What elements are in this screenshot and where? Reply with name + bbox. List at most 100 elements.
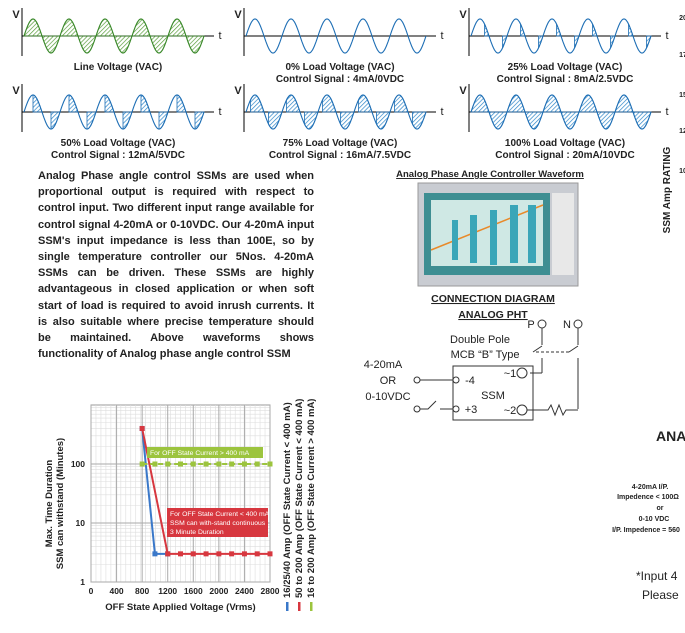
x-tick-label: 1200 <box>158 586 177 596</box>
axis-v: V <box>459 85 467 97</box>
device-name: ANALOG PHT <box>458 309 528 321</box>
wave-caption: 100% Load Voltage (VAC) <box>505 138 625 149</box>
legend-swatch <box>286 602 289 611</box>
side-footer: *Input 4 <box>636 569 678 583</box>
series-marker <box>267 461 273 467</box>
wave-signal: Control Signal : 20mA/10VDC <box>495 150 634 161</box>
series-marker <box>229 461 235 467</box>
axis-t: t <box>665 106 668 118</box>
side-axis-title: SSM Amp RATING <box>662 146 673 233</box>
side-tick: 10 <box>679 168 685 175</box>
side-note: I/P. Impedence = 560 <box>612 527 680 534</box>
wave-caption: 25% Load Voltage (VAC) <box>508 62 623 73</box>
side-tick: 12 <box>679 128 685 135</box>
legend-label: 16/25/40 Amp (OFF State Current < 400 mA… <box>282 402 293 598</box>
axis-t: t <box>440 30 443 42</box>
side-note: or <box>657 505 664 512</box>
series-marker <box>139 461 145 467</box>
legend-swatch <box>298 602 301 611</box>
series-marker <box>139 425 145 431</box>
legend-swatch <box>310 602 313 611</box>
side-note: Impedence < 100Ω <box>617 494 679 501</box>
axis-t: t <box>218 106 221 118</box>
annotation: SSM can with-stand continuous <box>170 520 266 527</box>
x-tick-label: 0 <box>89 586 94 596</box>
side-note: 0-10 VDC <box>639 516 670 523</box>
wave-signal: Control Signal : 12mA/5VDC <box>51 150 185 161</box>
wave <box>245 18 427 54</box>
annotation: 3 Minute Duration <box>170 529 224 536</box>
ssm-label: SSM <box>481 390 505 402</box>
wave <box>470 18 652 54</box>
annotation-box <box>147 447 263 458</box>
breaker: Double Pole <box>450 334 510 346</box>
connection-title: CONNECTION DIAGRAM <box>431 293 555 305</box>
axis-v: V <box>459 9 467 21</box>
terminal-n: N <box>563 319 571 331</box>
x-tick-label: 2800 <box>261 586 280 596</box>
y-tick-label: 1 <box>80 577 85 587</box>
y-tick-label: 10 <box>76 518 86 528</box>
scope-title: Analog Phase Angle Controller Waveform <box>396 169 584 180</box>
y-axis-label: SSM can withstand (Minutes) <box>55 438 66 569</box>
series-line <box>141 428 270 555</box>
series-marker <box>241 461 247 467</box>
ssm-terminal: ~2 <box>504 405 517 417</box>
series-marker <box>165 461 171 467</box>
wave-signal: Control Signal : 8mA/2.5VDC <box>497 74 634 85</box>
axis <box>243 8 436 56</box>
series-marker <box>254 461 260 467</box>
axis-t: t <box>665 30 668 42</box>
side-footer: Please <box>642 588 679 602</box>
ssm-terminal: +3 <box>465 404 478 416</box>
series-marker <box>152 461 158 467</box>
series-marker <box>229 551 235 557</box>
y-axis-label: Max. Time Duration <box>44 460 55 548</box>
description: Analog Phase angle control SSMs are used… <box>38 170 314 361</box>
ssm-terminal: ~1 <box>504 368 517 380</box>
wave <box>470 94 652 130</box>
axis-v: V <box>12 9 20 21</box>
series-marker <box>152 551 158 557</box>
series-marker <box>241 551 247 557</box>
axis-v: V <box>12 85 20 97</box>
side-tick: 15 <box>679 92 685 99</box>
x-tick-label: 2000 <box>209 586 228 596</box>
series-marker <box>216 551 222 557</box>
side-tick: 20 <box>679 15 685 22</box>
wave-signal: Control Signal : 16mA/7.5VDC <box>269 150 411 161</box>
wave-caption: 50% Load Voltage (VAC) <box>61 138 176 149</box>
wave <box>23 18 205 54</box>
annotation: For OFF State Current > 400 mA <box>150 450 250 457</box>
legend-label: 50 to 200 Amp (OFF State Current < 400 m… <box>294 399 305 598</box>
series-marker <box>216 461 222 467</box>
input-label: OR <box>380 375 397 387</box>
wave-caption: 75% Load Voltage (VAC) <box>283 138 398 149</box>
oscilloscope <box>417 182 579 287</box>
x-tick-label: 1600 <box>184 586 203 596</box>
breaker: MCB “B” Type <box>451 349 520 361</box>
ssm-terminal: -4 <box>465 375 475 387</box>
axis-t: t <box>440 106 443 118</box>
wave-caption: Line Voltage (VAC) <box>74 62 163 73</box>
series-marker <box>178 461 183 467</box>
wave <box>23 94 205 130</box>
connection-wiring <box>413 319 583 421</box>
input-label: 4-20mA <box>364 359 403 371</box>
x-tick-label: 800 <box>135 586 149 596</box>
series-marker <box>203 551 209 557</box>
wave <box>245 94 427 130</box>
y-tick-label: 100 <box>71 459 85 469</box>
x-tick-label: 2400 <box>235 586 254 596</box>
annotation-box <box>167 508 268 537</box>
x-axis-label: OFF State Applied Voltage (Vrms) <box>105 602 255 613</box>
wave-caption: 0% Load Voltage (VAC) <box>285 62 394 73</box>
x-tick-label: 400 <box>109 586 123 596</box>
series-marker <box>165 551 171 557</box>
side-note: 4-20mA I/P. <box>632 484 669 491</box>
wave-signal: Control Signal : 4mA/0VDC <box>276 74 404 85</box>
axis-t: t <box>218 30 221 42</box>
axis-v: V <box>234 9 242 21</box>
